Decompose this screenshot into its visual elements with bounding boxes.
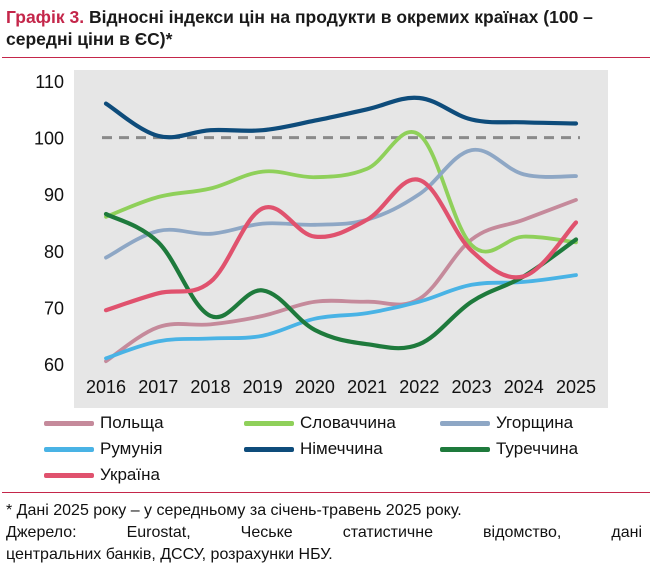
x-tick-label: 2024 <box>504 377 544 397</box>
x-tick-label: 2018 <box>190 377 230 397</box>
legend-item: Польща <box>44 410 164 436</box>
chart-title: Графік 3. Відносні індекси цін на продук… <box>6 6 646 50</box>
series-line-6 <box>103 211 579 351</box>
legend-label: Румунія <box>100 439 163 458</box>
legend-item: Німеччина <box>244 436 383 462</box>
footnote-source-1: Джерело: Eurostat, Чеське статистичне ві… <box>6 524 642 541</box>
y-tick-label: 60 <box>44 355 64 375</box>
legend-label: Україна <box>100 465 160 484</box>
legend-item: Румунія <box>44 436 162 462</box>
legend-label: Німеччина <box>300 439 383 458</box>
x-tick-label: 2016 <box>86 377 126 397</box>
line-chart: 60 70 80 90 100 110 2016 2017 2018 2019 2020 2021 20… <box>34 72 596 397</box>
legend: Польща Словаччина Угорщина Румунія Німеччина… <box>44 410 634 494</box>
footnote-period: * Дані 2025 року – у середньому за січен… <box>6 502 462 519</box>
footnote-source-2: центральних банків, ДССУ, розрахунки НБУ… <box>6 546 333 563</box>
series-line-2 <box>104 130 578 254</box>
chart-title-text: Відносні індекси цін на продукти в окрем… <box>6 7 593 49</box>
x-tick-label: 2020 <box>295 377 335 397</box>
y-tick-label: 80 <box>44 242 64 262</box>
legend-label: Словаччина <box>300 413 396 432</box>
legend-swatch <box>440 420 490 426</box>
y-tick-label: 100 <box>34 129 64 149</box>
footnotes: * Дані 2025 року – у середньому за січен… <box>6 500 642 566</box>
legend-swatch <box>244 420 294 426</box>
x-tick-label: 2025 <box>556 377 596 397</box>
x-tick-label: 2021 <box>347 377 387 397</box>
legend-item: Угорщина <box>440 410 573 436</box>
legend-label: Туреччина <box>496 439 579 458</box>
series-line-4 <box>104 273 578 361</box>
x-tick-label: 2019 <box>243 377 283 397</box>
series-line-7 <box>103 177 579 313</box>
x-tick-label: 2017 <box>138 377 178 397</box>
legend-item: Туреччина <box>440 436 578 462</box>
y-tick-label: 110 <box>35 72 64 92</box>
top-divider <box>2 57 650 58</box>
legend-label: Польща <box>100 413 164 432</box>
x-tick-label: 2022 <box>399 377 439 397</box>
legend-swatch <box>440 446 490 452</box>
legend-label: Угорщина <box>496 413 574 432</box>
legend-swatch <box>44 472 94 478</box>
series-line-5 <box>103 95 579 140</box>
legend-swatch <box>244 446 294 452</box>
legend-swatch <box>44 446 94 452</box>
legend-item: Україна <box>44 462 160 488</box>
y-tick-label: 90 <box>44 185 64 205</box>
y-tick-label: 70 <box>44 298 64 318</box>
bottom-divider <box>2 492 650 493</box>
chart-title-label: Графік 3. <box>6 7 85 27</box>
series-line-1 <box>104 198 578 364</box>
legend-swatch <box>44 420 94 426</box>
series-line-3 <box>104 147 578 260</box>
x-tick-label: 2023 <box>452 377 492 397</box>
legend-item: Словаччина <box>244 410 396 436</box>
